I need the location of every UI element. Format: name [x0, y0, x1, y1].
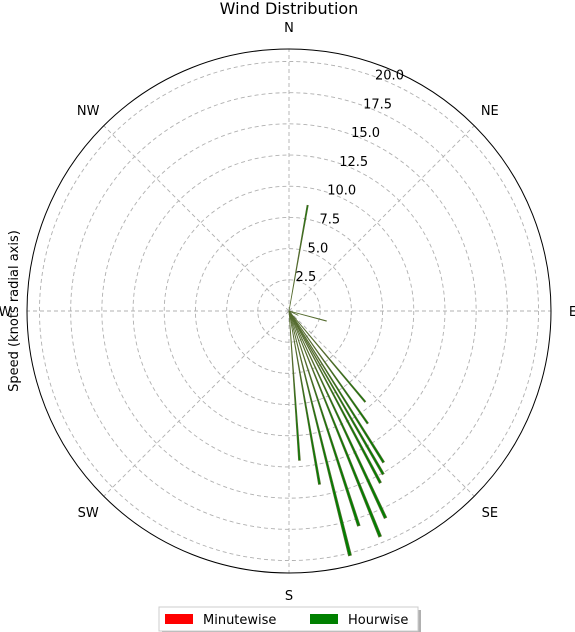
direction-label-ne: NE [481, 104, 499, 119]
grid-spoke-nw [103, 125, 290, 312]
direction-labels: N NE E SE S SW W NW [0, 21, 575, 604]
legend-label-hourwise: Hourwise [348, 613, 408, 628]
radial-tick-7.5: 7.5 [319, 213, 340, 228]
legend-swatch-hourwise [310, 614, 338, 624]
bar-hourwise-10 [288, 310, 322, 485]
direction-label-n: N [284, 21, 294, 36]
grid-spoke-se [288, 310, 475, 497]
direction-label-nw: NW [77, 104, 100, 119]
bar-hourwise-3 [288, 310, 385, 464]
radial-tick-17.5: 17.5 [363, 97, 392, 112]
outer-circle [26, 48, 552, 574]
radial-tick-15.0: 15.0 [351, 126, 380, 141]
bar-hourwise-11 [288, 310, 301, 461]
bar-hourwise-7 [288, 310, 382, 538]
legend-label-minutewise: Minutewise [203, 613, 276, 628]
radial-tick-labels: 2.5 5.0 7.5 10.0 12.5 15.0 17.5 20.0 [296, 69, 404, 286]
bar-hourwise-9 [288, 310, 352, 557]
radial-tick-20.0: 20.0 [375, 69, 404, 84]
legend: Minutewise Hourwise [158, 606, 421, 632]
direction-label-sw: SW [78, 506, 99, 521]
polar-grid [26, 48, 552, 574]
bar-hourwise-12 [288, 310, 369, 425]
direction-label-w: W [0, 305, 12, 320]
direction-label-s: S [285, 589, 293, 604]
grid-ring-10.0 [163, 185, 415, 437]
grid-spoke-ne [288, 125, 475, 312]
legend-box [158, 606, 419, 632]
legend-swatch-minutewise [165, 614, 193, 624]
bar-hourwise-13 [288, 310, 367, 403]
bar-hourwise-5 [288, 310, 382, 484]
bar-hourwise-1 [288, 310, 327, 322]
wind-bars [288, 204, 388, 557]
grid-ring-5.0 [226, 248, 352, 374]
chart-title: Wind Distribution [220, 0, 359, 18]
bar-hourwise-4 [288, 310, 385, 476]
bar-hourwise-2 [288, 310, 299, 316]
bar-hourwise-6 [288, 310, 388, 519]
y-axis-label: Speed (knots radial axis) [7, 230, 22, 392]
bar-hourwise-8 [288, 310, 361, 527]
direction-label-e: E [569, 305, 575, 320]
radial-tick-2.5: 2.5 [296, 270, 317, 285]
grid-ring-15.0 [101, 123, 477, 499]
radial-tick-10.0: 10.0 [327, 184, 356, 199]
direction-label-se: SE [482, 506, 498, 521]
grid-spoke-sw [103, 310, 290, 497]
radial-tick-5.0: 5.0 [308, 241, 329, 256]
radial-tick-12.5: 12.5 [339, 155, 368, 170]
grid-ring-20.0 [39, 61, 539, 561]
bar-hourwise-0 [288, 204, 309, 312]
